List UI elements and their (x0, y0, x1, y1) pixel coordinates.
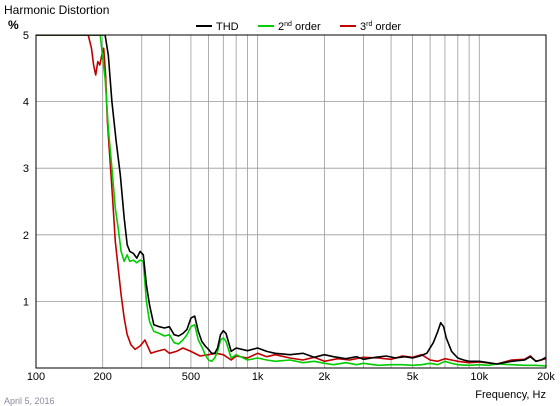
y-tick-label: 1 (23, 296, 29, 308)
x-tick-label: 5k (407, 371, 419, 383)
x-tick-label: 500 (182, 371, 200, 383)
legend-label: THD (216, 21, 239, 33)
y-tick-label: 3 (23, 163, 29, 175)
y-tick-labels: 1 2 3 4 5 (23, 30, 29, 308)
x-tick-label: 10k (470, 371, 488, 383)
x-axis-label: Frequency, Hz (475, 389, 546, 401)
series-line-2nd-order (36, 35, 546, 367)
series-lines (36, 35, 546, 367)
series-line-thd (36, 35, 546, 365)
x-tick-label: 2k (319, 371, 331, 383)
chart-title: Harmonic Distortion (4, 3, 109, 17)
x-tick-label: 1k (252, 371, 264, 383)
legend-label: 2nd order (278, 21, 321, 33)
y-tick-label: 4 (23, 97, 29, 109)
y-tick-label: 5 (23, 30, 29, 42)
grid-lines (36, 35, 546, 368)
plot-frame (35, 34, 547, 369)
x-tick-label: 100 (27, 371, 45, 383)
y-tick-label: 2 (23, 230, 29, 242)
legend: THD 2nd order 3rd order (196, 21, 401, 33)
y-axis-label: % (8, 18, 19, 32)
x-tick-label: 20k (537, 371, 555, 383)
x-tick-label: 200 (94, 371, 112, 383)
footer-date: April 5, 2016 (4, 396, 55, 406)
x-tick-labels: 100 200 500 1k 2k 5k 10k 20k (27, 371, 556, 383)
legend-label: 3rd order (360, 21, 401, 33)
